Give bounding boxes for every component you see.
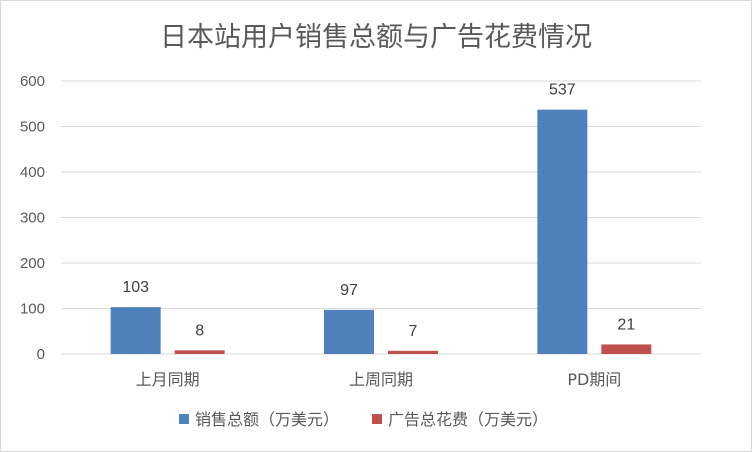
bar-sales-2 [537,109,588,354]
y-axis-ticks: 0 100 200 300 400 500 600 [20,73,45,363]
legend: 销售总额（万美元） 广告总花费（万美元） [179,410,548,429]
category-label: 上月同期 [136,370,200,389]
data-label: 97 [340,282,358,299]
legend-label: 广告总花费（万美元） [388,410,548,429]
gridlines [61,80,701,355]
y-tick-label: 600 [20,73,45,90]
data-label: 8 [195,322,204,339]
legend-swatch [372,414,382,424]
bar-sales-1 [324,309,374,354]
bar-ad-spend-0 [174,350,225,354]
chart-title: 日本站用户销售总额与广告花费情况 [160,22,592,53]
y-tick-label: 200 [20,255,45,272]
category-labels: 上月同期 上周同期 PD期间 [136,370,622,389]
data-label: 7 [409,323,418,340]
category-label: PD期间 [567,370,621,389]
category-label: 上周同期 [349,370,413,389]
y-tick-label: 500 [20,119,45,136]
data-label: 537 [549,82,576,99]
data-labels: 103 8 97 7 537 21 [122,82,635,340]
data-label: 21 [617,316,635,333]
bar-sales-0 [110,307,161,354]
data-label: 103 [122,279,149,296]
bar-ad-spend-1 [388,350,438,354]
bar-ad-spend-2 [601,344,652,354]
y-tick-label: 300 [20,210,45,227]
y-tick-label: 0 [37,346,45,363]
bars [110,109,652,354]
legend-swatch [179,414,189,424]
y-tick-label: 400 [20,164,45,181]
legend-label: 销售总额（万美元） [195,410,339,429]
y-tick-label: 100 [20,301,45,318]
